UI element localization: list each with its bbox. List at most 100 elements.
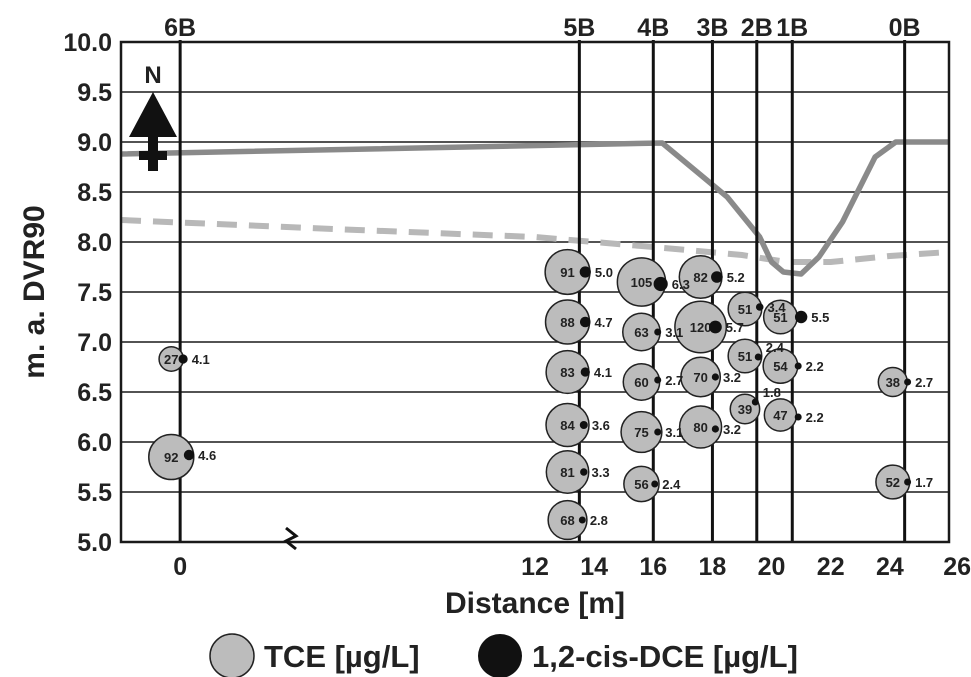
tce-point-7	[547, 499, 588, 541]
dce-point-11	[654, 428, 662, 436]
dce-point-3	[579, 316, 591, 328]
tce-value-label: 75	[634, 425, 648, 440]
borehole-label-5B: 5B	[563, 14, 595, 42]
x-tick-label: 0	[173, 553, 187, 581]
north-label: N	[144, 62, 161, 89]
dce-point-22	[794, 413, 802, 421]
dce-value-label: 2.8	[590, 513, 608, 528]
x-tick-label: 26	[943, 553, 971, 581]
x-tick-label: 14	[580, 553, 608, 581]
dce-value-label: 4.7	[595, 315, 613, 330]
dce-point-17	[755, 303, 764, 311]
dce-value-label: 3.1	[665, 425, 683, 440]
tce-value-label: 47	[773, 408, 787, 423]
dce-point-12	[651, 480, 659, 488]
y-tick-label: 6.5	[77, 379, 112, 407]
tce-value-label: 63	[634, 325, 648, 340]
x-axis-ticks: 0 12 14 16 18 20 22 24 26	[173, 553, 971, 581]
dce-value-label: 5.7	[726, 320, 744, 335]
tce-point-12	[623, 465, 660, 503]
x-axis-label: Distance [m]	[445, 587, 625, 620]
north-arrow-icon: N	[129, 62, 177, 171]
borehole-label-0B: 0B	[889, 14, 921, 42]
tce-value-label: 70	[693, 370, 707, 385]
dce-point-7	[578, 516, 586, 524]
dce-point-6	[580, 468, 588, 476]
dce-value-label: 2.4	[766, 340, 785, 355]
tce-value-label: 39	[738, 402, 752, 417]
tce-value-label: 83	[560, 365, 574, 380]
dce-point-15	[711, 373, 719, 381]
dce-value-label: 5.5	[811, 310, 829, 325]
tce-value-label: 91	[560, 265, 574, 280]
legend-dce-marker	[478, 634, 522, 677]
borehole-label-3B: 3B	[696, 14, 728, 42]
dce-value-label: 3.4	[768, 300, 787, 315]
dce-value-label: 5.0	[595, 265, 613, 280]
dce-value-label: 2.2	[806, 410, 824, 425]
tce-value-label: 60	[634, 375, 648, 390]
x-tick-label: 20	[758, 553, 786, 581]
legend-dce-label: 1,2-cis-DCE [µg/L]	[532, 639, 798, 674]
y-tick-label: 7.0	[77, 329, 112, 357]
tce-value-label: 68	[560, 513, 574, 528]
y-axis-label: m. a. DVR90	[18, 205, 51, 378]
dce-value-label: 3.3	[591, 465, 609, 480]
y-tick-label: 8.0	[77, 229, 112, 257]
dce-value-label: 6.3	[672, 277, 690, 292]
tce-value-label: 54	[773, 359, 788, 374]
tce-point-11	[620, 410, 663, 454]
x-tick-label: 22	[817, 553, 845, 581]
dce-value-label: 2.7	[665, 373, 683, 388]
plot-frame	[119, 40, 951, 544]
y-tick-label: 5.5	[77, 479, 112, 507]
dce-value-label: 4.1	[594, 365, 612, 380]
y-tick-label: 8.5	[77, 179, 112, 207]
dce-value-label: 2.7	[915, 375, 933, 390]
tce-value-label: 27	[164, 352, 178, 367]
legend-tce-label: TCE [µg/L]	[264, 639, 420, 674]
tce-value-label: 56	[634, 477, 648, 492]
tce-point-14	[674, 300, 728, 354]
dce-value-label: 2.4	[662, 477, 681, 492]
borehole-label-6B: 6B	[164, 14, 196, 42]
y-tick-label: 9.0	[77, 129, 112, 157]
dce-point-14	[708, 320, 722, 334]
dce-point-1	[183, 449, 195, 461]
tce-value-label: 81	[560, 465, 574, 480]
tce-value-label: 38	[886, 375, 900, 390]
dce-value-label: 4.1	[192, 352, 210, 367]
dce-point-19	[751, 398, 759, 406]
dce-point-21	[794, 362, 802, 370]
tce-point-16	[678, 405, 723, 449]
borehole-label-1B: 1B	[776, 14, 808, 42]
tce-value-label: 52	[886, 475, 900, 490]
tce-point-15	[680, 356, 722, 398]
water-table-line	[121, 217, 949, 265]
tce-value-label: 120	[690, 320, 712, 335]
tce-point-6	[545, 450, 590, 494]
x-tick-label: 12	[521, 553, 549, 581]
y-tick-label: 5.0	[77, 529, 112, 557]
y-axis-ticks: 10.0 9.5 9.0 8.5 8.0 7.5 7.0 6.5 6.0 5.5 5.0	[63, 29, 112, 557]
y-tick-label: 7.5	[77, 279, 112, 307]
dce-point-16	[711, 425, 719, 433]
x-tick-label: 16	[639, 553, 667, 581]
dce-point-4	[580, 367, 590, 377]
x-tick-label: 18	[699, 553, 727, 581]
dce-value-label: 1.7	[915, 475, 933, 490]
dce-point-9	[654, 328, 662, 336]
borehole-label-2B: 2B	[741, 14, 773, 42]
dce-value-label: 3.2	[723, 422, 741, 437]
x-tick-label: 24	[876, 553, 904, 581]
dce-point-20	[794, 310, 808, 324]
y-tick-label: 10.0	[63, 29, 112, 57]
tce-value-label: 82	[693, 270, 707, 285]
dce-point-8	[653, 276, 668, 292]
dce-point-2	[579, 266, 591, 278]
tce-point-5	[545, 402, 590, 448]
y-tick-label: 6.0	[77, 429, 112, 457]
dce-value-label: 3.2	[723, 370, 741, 385]
tce-value-label: 80	[693, 420, 707, 435]
